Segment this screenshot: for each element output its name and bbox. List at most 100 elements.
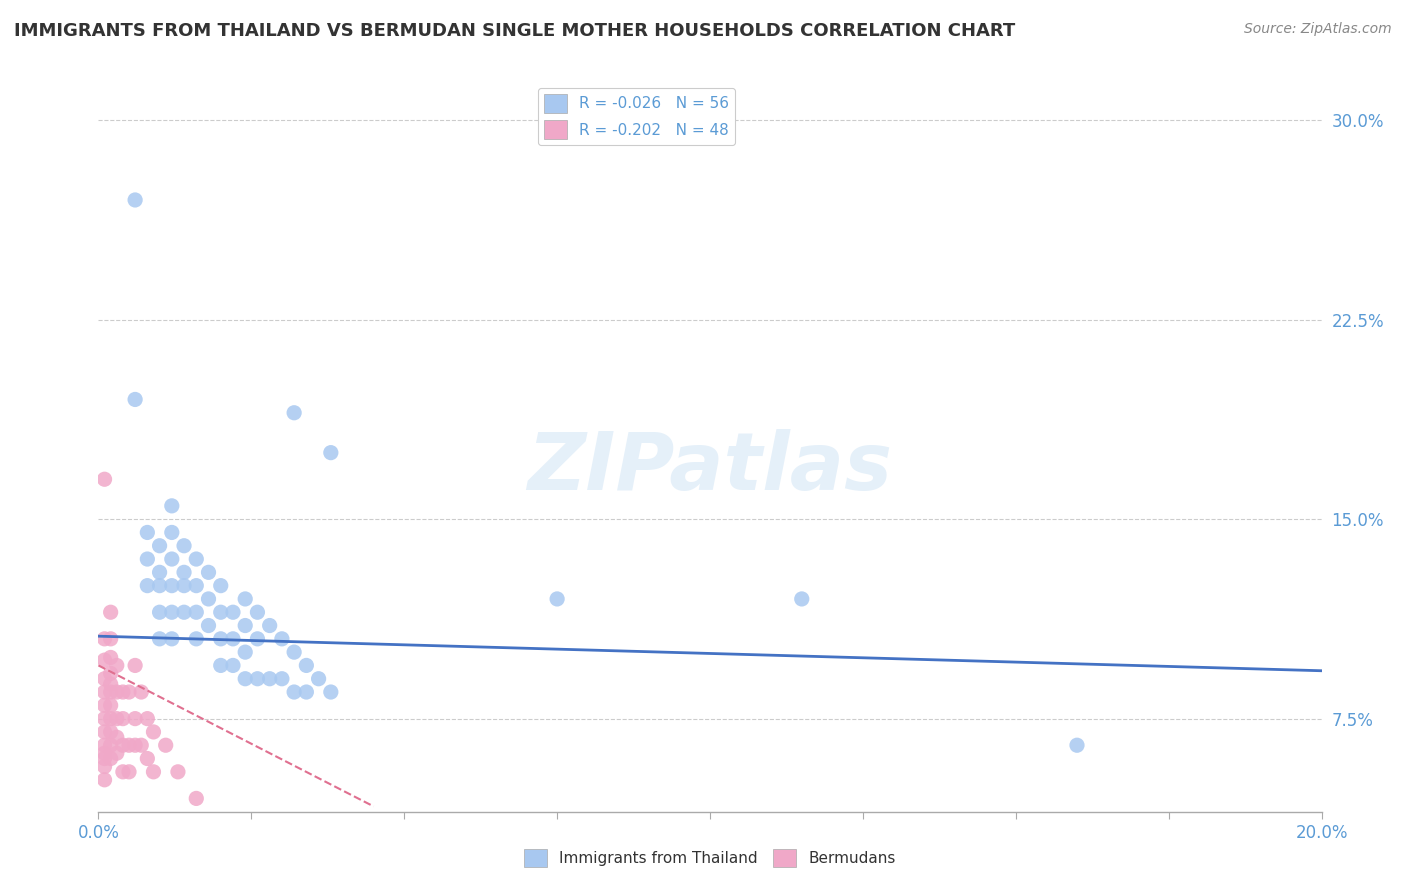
Point (111, 712, 134, 726)
Point (233, 618, 256, 632)
Point (100, 685, 122, 699)
Point (160, 499, 183, 513)
Text: Source: ZipAtlas.com: Source: ZipAtlas.com (1244, 22, 1392, 37)
Point (93, 712, 115, 726)
Point (93, 746, 115, 760)
Point (111, 685, 134, 699)
Point (246, 672, 269, 686)
Point (233, 672, 256, 686)
Point (209, 579, 232, 593)
Point (149, 632, 172, 646)
Point (233, 645, 256, 659)
Point (209, 632, 232, 646)
Point (149, 605, 172, 619)
Point (233, 591, 256, 606)
Point (283, 406, 305, 420)
Point (319, 445, 342, 459)
Point (246, 632, 269, 646)
Point (186, 579, 208, 593)
Point (173, 605, 195, 619)
Point (222, 658, 245, 673)
Point (100, 738, 122, 752)
Point (124, 712, 146, 726)
Point (100, 725, 122, 739)
Point (124, 658, 146, 673)
Point (308, 672, 330, 686)
Point (93, 772, 115, 787)
Point (105, 658, 128, 673)
Point (118, 764, 141, 779)
Point (111, 738, 134, 752)
Point (124, 738, 146, 752)
Point (160, 525, 183, 540)
Point (100, 712, 122, 726)
Point (246, 605, 269, 619)
Point (173, 579, 195, 593)
Point (105, 731, 128, 745)
Point (173, 539, 195, 553)
Point (173, 566, 195, 580)
Point (124, 392, 146, 407)
Point (160, 632, 183, 646)
Point (209, 658, 232, 673)
Point (93, 759, 115, 773)
Point (790, 591, 813, 606)
Point (295, 658, 318, 673)
Point (118, 685, 141, 699)
Point (149, 566, 172, 580)
Point (100, 605, 122, 619)
Point (259, 672, 281, 686)
Point (111, 764, 134, 779)
Point (1066, 738, 1088, 752)
Point (160, 579, 183, 593)
Point (155, 738, 177, 752)
Point (93, 672, 115, 686)
Point (105, 712, 128, 726)
Point (93, 751, 115, 765)
Text: ZIPatlas: ZIPatlas (527, 429, 893, 507)
Point (93, 653, 115, 667)
Point (136, 525, 159, 540)
Point (118, 738, 141, 752)
Point (93, 698, 115, 713)
Point (142, 725, 165, 739)
Point (136, 751, 159, 765)
Point (136, 712, 159, 726)
Point (160, 552, 183, 566)
Point (186, 552, 208, 566)
Point (100, 666, 122, 681)
Point (167, 764, 190, 779)
Point (105, 746, 128, 760)
Point (142, 764, 165, 779)
Point (124, 193, 146, 207)
Point (93, 632, 115, 646)
Point (295, 685, 318, 699)
Point (93, 685, 115, 699)
Point (259, 618, 281, 632)
Point (136, 552, 159, 566)
Point (149, 579, 172, 593)
Legend: Immigrants from Thailand, Bermudans: Immigrants from Thailand, Bermudans (519, 843, 901, 873)
Point (270, 632, 292, 646)
Point (197, 618, 219, 632)
Point (186, 791, 208, 805)
Point (197, 566, 219, 580)
Point (197, 591, 219, 606)
Point (129, 738, 152, 752)
Text: IMMIGRANTS FROM THAILAND VS BERMUDAN SINGLE MOTHER HOUSEHOLDS CORRELATION CHART: IMMIGRANTS FROM THAILAND VS BERMUDAN SIN… (14, 22, 1015, 40)
Point (129, 685, 152, 699)
Point (209, 605, 232, 619)
Point (93, 725, 115, 739)
Point (160, 605, 183, 619)
Point (100, 650, 122, 665)
Point (270, 672, 292, 686)
Point (100, 751, 122, 765)
Point (149, 539, 172, 553)
Point (186, 632, 208, 646)
Point (319, 685, 342, 699)
Point (222, 605, 245, 619)
Point (283, 645, 305, 659)
Point (222, 632, 245, 646)
Point (93, 738, 115, 752)
Point (186, 605, 208, 619)
